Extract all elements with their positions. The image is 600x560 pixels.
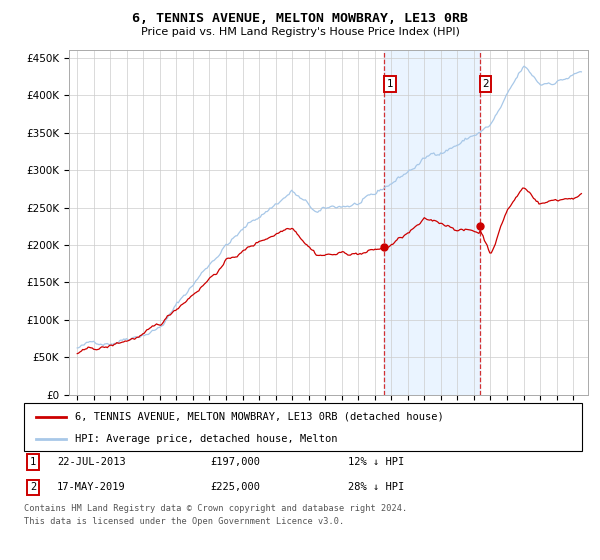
Text: £197,000: £197,000: [210, 457, 260, 467]
Bar: [384, 50, 480, 395]
Text: 12% ↓ HPI: 12% ↓ HPI: [348, 457, 404, 467]
Text: Price paid vs. HM Land Registry's House Price Index (HPI): Price paid vs. HM Land Registry's House …: [140, 27, 460, 37]
Text: £225,000: £225,000: [210, 482, 260, 492]
Text: 22-JUL-2013: 22-JUL-2013: [57, 457, 126, 467]
Text: 17-MAY-2019: 17-MAY-2019: [57, 482, 126, 492]
Text: Contains HM Land Registry data © Crown copyright and database right 2024.: Contains HM Land Registry data © Crown c…: [24, 504, 407, 513]
Text: HPI: Average price, detached house, Melton: HPI: Average price, detached house, Melt…: [75, 434, 337, 444]
Text: 28% ↓ HPI: 28% ↓ HPI: [348, 482, 404, 492]
Text: 2: 2: [482, 79, 489, 89]
Text: This data is licensed under the Open Government Licence v3.0.: This data is licensed under the Open Gov…: [24, 517, 344, 526]
Text: 1: 1: [386, 79, 393, 89]
Text: 1: 1: [30, 457, 36, 467]
Text: 2: 2: [30, 482, 36, 492]
Text: 6, TENNIS AVENUE, MELTON MOWBRAY, LE13 0RB: 6, TENNIS AVENUE, MELTON MOWBRAY, LE13 0…: [132, 12, 468, 25]
Text: 6, TENNIS AVENUE, MELTON MOWBRAY, LE13 0RB (detached house): 6, TENNIS AVENUE, MELTON MOWBRAY, LE13 0…: [75, 412, 444, 422]
